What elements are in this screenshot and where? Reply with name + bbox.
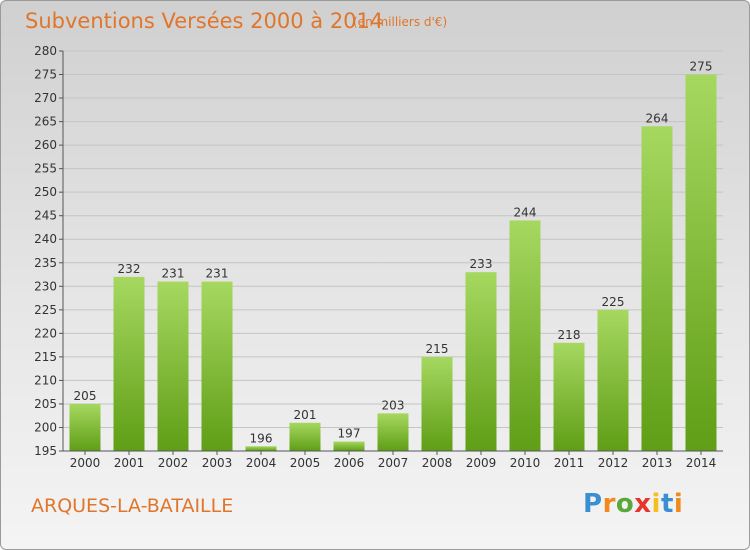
bar-value-label: 233 [470, 257, 493, 271]
bar-value-label: 215 [426, 342, 449, 356]
y-tick-label: 280 [34, 44, 57, 58]
y-tick-label: 240 [34, 232, 57, 246]
logo-letter: r [602, 489, 616, 519]
bar-value-label: 231 [206, 267, 229, 281]
bar [421, 356, 453, 451]
y-tick-label: 250 [34, 185, 57, 199]
logo-letter: i [673, 489, 684, 519]
x-tick-label: 2007 [378, 456, 409, 470]
x-tick-label: 2004 [246, 456, 277, 470]
y-tick-label: 220 [34, 326, 57, 340]
x-tick-label: 2013 [642, 456, 673, 470]
x-tick-label: 2008 [422, 456, 453, 470]
axes [62, 51, 723, 452]
y-tick-label: 225 [34, 303, 57, 317]
x-tick-label: 2000 [70, 456, 101, 470]
y-tick-label: 265 [34, 115, 57, 129]
y-axis-ticks: 195 200 205 210 215 220 225 230 235 240 245 250 255 2… [34, 44, 63, 458]
bar-value-label: 264 [646, 111, 669, 125]
x-tick-label: 2006 [334, 456, 365, 470]
logo-letter: P [583, 489, 603, 519]
bar-value-label: 232 [118, 262, 141, 276]
y-tick-label: 205 [34, 397, 57, 411]
logo-letter: x [634, 489, 652, 519]
bar-value-label: 205 [74, 389, 97, 403]
bar [509, 220, 541, 451]
bar-value-label: 201 [294, 408, 317, 422]
logo-letter: i [651, 489, 661, 519]
bar [113, 276, 145, 451]
bar [333, 441, 365, 451]
x-tick-label: 2014 [686, 456, 717, 470]
y-tick-label: 255 [34, 162, 57, 176]
bar [69, 403, 101, 451]
bar [597, 309, 629, 451]
bars [69, 74, 717, 451]
y-tick-label: 260 [34, 138, 57, 152]
x-axis-ticks: 2000 2001 2002 2003 2004 2005 2006 2007 2008 2009… [70, 451, 717, 470]
bar [641, 126, 673, 451]
bar [377, 413, 409, 451]
x-tick-label: 2012 [598, 456, 629, 470]
x-tick-label: 2003 [202, 456, 233, 470]
bar [553, 342, 585, 451]
y-tick-label: 230 [34, 279, 57, 293]
bar-value-label: 196 [250, 431, 273, 445]
bar-value-label: 244 [514, 205, 537, 219]
bar [201, 281, 233, 451]
y-tick-label: 235 [34, 256, 57, 270]
bar [245, 446, 277, 451]
bar-value-label: 231 [162, 267, 185, 281]
value-labels: 205 232 231 231 196 201 197 203 215 233 244 218 225 2… [74, 60, 713, 446]
chart-title: Subventions Versées 2000 à 2014 [25, 9, 384, 33]
y-tick-label: 275 [34, 68, 57, 82]
bar-value-label: 275 [690, 60, 713, 74]
y-tick-label: 195 [34, 444, 57, 458]
y-tick-label: 215 [34, 350, 57, 364]
x-tick-label: 2010 [510, 456, 541, 470]
x-tick-label: 2005 [290, 456, 321, 470]
proxiti-logo[interactable]: Proxiti [583, 489, 683, 519]
logo-letter: o [615, 489, 635, 519]
bar [685, 74, 717, 451]
bar-value-label: 225 [602, 295, 625, 309]
bar [157, 281, 189, 451]
bar [289, 422, 321, 451]
x-tick-label: 2009 [466, 456, 497, 470]
y-tick-label: 200 [34, 420, 57, 434]
chart-unit: (en milliers d'€) [353, 15, 448, 29]
x-tick-label: 2011 [554, 456, 585, 470]
bar [465, 272, 497, 451]
bar-value-label: 218 [558, 328, 581, 342]
y-tick-label: 245 [34, 209, 57, 223]
bar-value-label: 197 [338, 427, 361, 441]
y-tick-label: 270 [34, 91, 57, 105]
x-tick-label: 2002 [158, 456, 189, 470]
x-tick-label: 2001 [114, 456, 145, 470]
bar-value-label: 203 [382, 398, 405, 412]
logo-letter: t [660, 489, 674, 519]
commune-name: ARQUES-LA-BATAILLE [31, 495, 234, 517]
y-tick-label: 210 [34, 373, 57, 387]
